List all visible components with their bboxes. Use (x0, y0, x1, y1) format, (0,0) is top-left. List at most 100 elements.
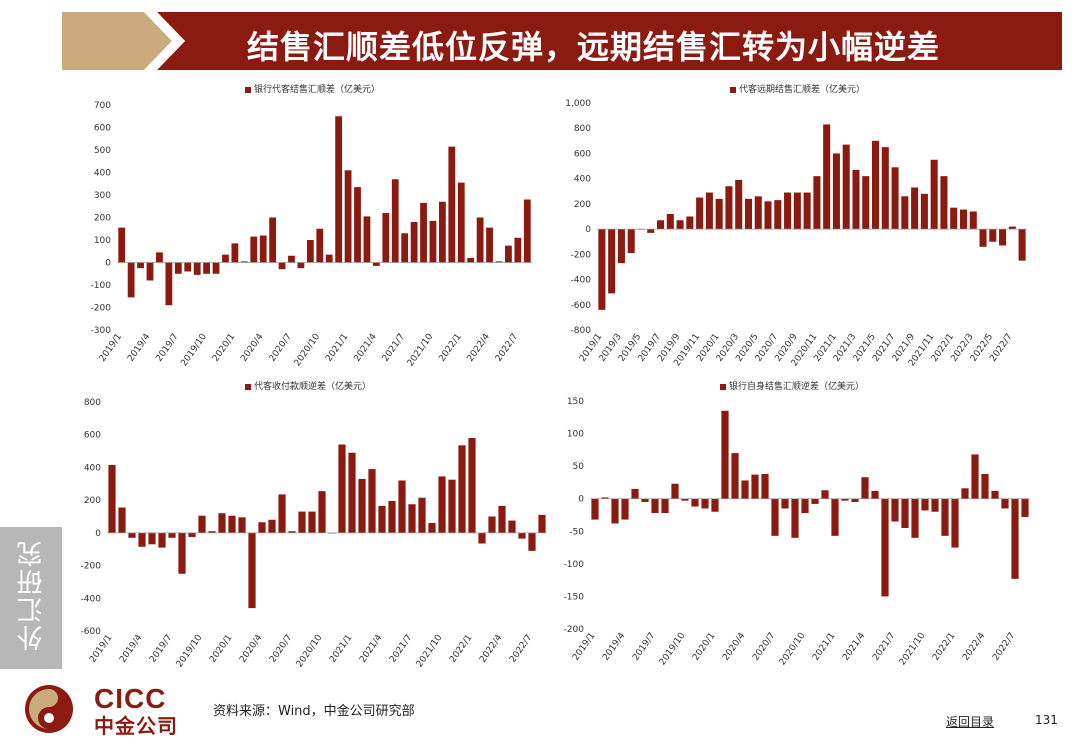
bar (591, 498, 599, 520)
y-tick-label: -400 (81, 594, 102, 604)
bar (701, 498, 709, 509)
x-tick-label: 2021/7 (381, 332, 407, 364)
x-tick-label: 2021/4 (358, 633, 385, 665)
cicc-logo-mark (25, 685, 73, 733)
bar (721, 410, 729, 499)
y-tick-label: -150 (564, 592, 585, 602)
bar (288, 531, 296, 533)
bar (410, 222, 418, 263)
x-tick-label: 2020/10 (293, 332, 323, 369)
chart-canvas: 7006005004003002001000-100-200-3002019/1… (91, 101, 532, 369)
bar (1008, 226, 1016, 230)
bar (711, 498, 719, 512)
bar (439, 201, 446, 263)
bar (991, 490, 999, 499)
bar (458, 445, 466, 533)
x-tick-label: 2019/4 (601, 631, 628, 663)
x-tick-label: 2021/1 (328, 633, 354, 665)
x-tick-label: 2022/7 (494, 332, 520, 364)
bar (715, 198, 723, 230)
bar (108, 464, 116, 533)
x-tick-label: 2019/4 (118, 633, 145, 665)
x-tick-label: 2019/10 (658, 631, 688, 668)
bar (754, 196, 762, 230)
bar (735, 179, 743, 230)
side-tab: 外汇研究 (0, 527, 62, 669)
y-tick-label: 800 (574, 124, 591, 134)
bar (691, 498, 699, 507)
bar (467, 258, 475, 263)
bar (617, 229, 625, 264)
y-tick-label: 200 (84, 496, 101, 506)
bar (686, 216, 694, 230)
y-tick-label: -100 (91, 281, 112, 291)
bar (391, 179, 399, 263)
x-tick-label: 2022/1 (931, 631, 957, 663)
bar (505, 245, 512, 263)
bar (498, 505, 506, 533)
bar (666, 213, 674, 230)
bar (920, 193, 928, 230)
bar (671, 483, 679, 499)
bar (184, 262, 192, 272)
bar (979, 229, 987, 247)
y-tick-label: 200 (94, 214, 111, 224)
y-tick-label: 0 (578, 495, 584, 505)
x-tick-label: 2022/4 (478, 633, 505, 665)
bar (250, 236, 258, 263)
back-to-contents-link[interactable]: 返回目录 (946, 715, 995, 729)
bar (851, 498, 859, 502)
y-tick-label: -100 (564, 560, 585, 570)
y-tick-label: 150 (567, 397, 584, 407)
chart-bank-client-fx-surplus: 银行代客结售汇顺差（亿美元） 700 600 500 400 300 200 100 0 -10… (75, 80, 545, 370)
y-tick-label: -400 (571, 276, 592, 286)
bar (318, 491, 326, 533)
bar (741, 480, 749, 499)
bar (803, 192, 811, 230)
legend-swatch (245, 383, 251, 390)
y-tick-label: -200 (91, 304, 112, 314)
bar (608, 229, 616, 294)
bar (641, 498, 649, 502)
bar (363, 216, 371, 263)
x-tick-label: 2019/1 (98, 332, 124, 364)
y-tick-label: 800 (84, 398, 101, 408)
y-tick-label: -300 (91, 326, 112, 336)
bar (901, 196, 909, 230)
bar (891, 498, 899, 522)
bar (288, 255, 295, 263)
bar (821, 490, 829, 499)
bar (744, 198, 752, 230)
bar (823, 124, 831, 230)
bar (476, 217, 484, 263)
bar (831, 498, 839, 536)
bar (961, 488, 969, 499)
x-tick-label: 2020/4 (238, 633, 265, 665)
bar (598, 229, 606, 310)
y-tick-label: 200 (574, 200, 591, 210)
bar (801, 498, 809, 514)
bar (842, 144, 850, 230)
bar (378, 505, 386, 533)
bar (611, 498, 619, 524)
x-tick-label: 2021/10 (415, 633, 445, 670)
bar (901, 498, 909, 529)
bar (335, 116, 343, 263)
bar (148, 532, 156, 545)
y-tick-label: 100 (94, 236, 111, 246)
bar (168, 532, 176, 538)
bar (971, 454, 979, 499)
x-tick-label: 2020/10 (295, 633, 325, 670)
chart-legend: 银行自身结售汇顺逆差（亿美元） (720, 379, 864, 392)
y-tick-label: -600 (81, 627, 102, 637)
title-banner: 结售汇顺差低位反弹，远期结售汇转为小幅逆差 (62, 12, 1062, 70)
bar (1021, 498, 1029, 517)
bar (428, 523, 436, 533)
bar (448, 479, 456, 533)
bar (676, 220, 684, 230)
bar (388, 500, 396, 533)
legend-swatch (245, 86, 251, 93)
legend-label: 代客远期结售汇顺差（亿美元） (739, 85, 866, 95)
title-banner-shape (62, 12, 1062, 70)
